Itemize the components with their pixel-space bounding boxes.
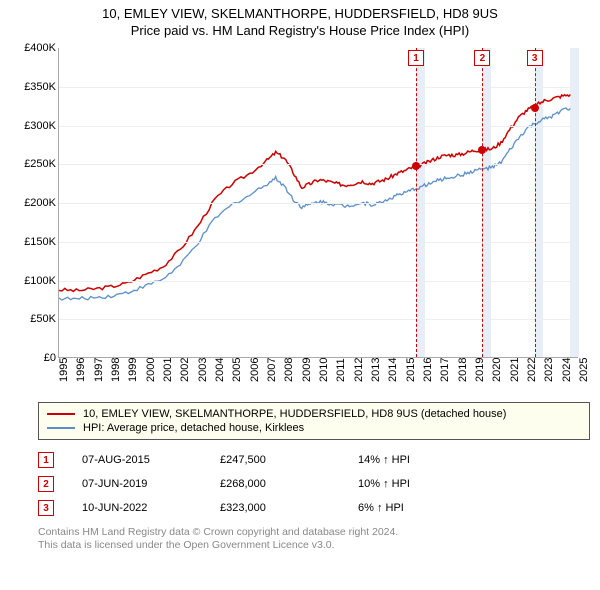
legend-label: HPI: Average price, detached house, Kirk…	[83, 422, 304, 434]
sale-row-delta: 10% ↑ HPI	[358, 478, 410, 490]
chart-title-block: 10, EMLEY VIEW, SKELMANTHORPE, HUDDERSFI…	[0, 0, 600, 38]
sale-row: 2 07-JUN-2019 £268,000 10% ↑ HPI	[38, 472, 590, 496]
sale-row-marker: 3	[38, 500, 54, 516]
sales-table: 1 07-AUG-2015 £247,500 14% ↑ HPI 2 07-JUN-201…	[38, 448, 590, 520]
sale-marker-dot	[478, 146, 486, 154]
chart-title-main: 10, EMLEY VIEW, SKELMANTHORPE, HUDDERSFI…	[0, 6, 600, 21]
sale-marker-line	[535, 48, 536, 357]
gridline-horizontal	[59, 126, 578, 127]
chart-area: 1 2 3 £0 £50K £100K £150K £200K £250K £300K £350K…	[10, 38, 590, 398]
y-axis-tick-label: £100K	[10, 275, 56, 287]
sale-marker-line	[416, 48, 417, 357]
sale-row-delta: 14% ↑ HPI	[358, 454, 410, 466]
sale-row-delta: 6% ↑ HPI	[358, 502, 404, 514]
gridline-horizontal	[59, 242, 578, 243]
up-arrow-icon: ↑	[377, 502, 383, 514]
x-axis-tick-label: 2025	[578, 358, 600, 382]
sale-marker-dot	[531, 104, 539, 112]
legend-row: 10, EMLEY VIEW, SKELMANTHORPE, HUDDERSFI…	[47, 407, 581, 421]
legend-label: 10, EMLEY VIEW, SKELMANTHORPE, HUDDERSFI…	[83, 408, 506, 420]
sale-marker-number: 1	[408, 50, 424, 66]
legend-box: 10, EMLEY VIEW, SKELMANTHORPE, HUDDERSFI…	[38, 402, 590, 440]
y-axis-tick-label: £0	[10, 352, 56, 364]
sale-row: 1 07-AUG-2015 £247,500 14% ↑ HPI	[38, 448, 590, 472]
up-arrow-icon: ↑	[383, 454, 389, 466]
sale-marker-number: 2	[474, 50, 490, 66]
gridline-horizontal	[59, 319, 578, 320]
y-axis-tick-label: £250K	[10, 158, 56, 170]
sale-row: 3 10-JUN-2022 £323,000 6% ↑ HPI	[38, 496, 590, 520]
footer-line: This data is licensed under the Open Gov…	[38, 539, 590, 552]
legend-swatch	[47, 427, 75, 429]
sale-row-price: £268,000	[220, 478, 330, 490]
sale-row-marker: 1	[38, 452, 54, 468]
gridline-horizontal	[59, 164, 578, 165]
sale-marker-dot	[412, 162, 420, 170]
legend-row: HPI: Average price, detached house, Kirk…	[47, 421, 581, 435]
series-line	[59, 95, 570, 292]
gridline-horizontal	[59, 87, 578, 88]
sale-row-date: 07-JUN-2019	[82, 478, 192, 490]
sale-row-marker: 2	[38, 476, 54, 492]
sale-row-date: 07-AUG-2015	[82, 454, 192, 466]
y-axis-tick-label: £400K	[10, 42, 56, 54]
sale-row-price: £323,000	[220, 502, 330, 514]
sale-marker-line	[482, 48, 483, 357]
y-axis-tick-label: £50K	[10, 313, 56, 325]
sale-marker-number: 3	[527, 50, 543, 66]
gridline-horizontal	[59, 281, 578, 282]
sale-row-date: 10-JUN-2022	[82, 502, 192, 514]
chart-title-sub: Price paid vs. HM Land Registry's House …	[0, 23, 600, 38]
y-axis-tick-label: £150K	[10, 236, 56, 248]
chart-plot: 1 2 3	[58, 48, 578, 358]
y-axis-tick-label: £300K	[10, 120, 56, 132]
gridline-horizontal	[59, 203, 578, 204]
series-line	[59, 108, 570, 300]
sale-row-price: £247,500	[220, 454, 330, 466]
footer-line: Contains HM Land Registry data © Crown c…	[38, 526, 590, 539]
y-axis-tick-label: £350K	[10, 81, 56, 93]
footer-attribution: Contains HM Land Registry data © Crown c…	[38, 526, 590, 552]
up-arrow-icon: ↑	[383, 478, 389, 490]
y-axis-tick-label: £200K	[10, 197, 56, 209]
legend-swatch	[47, 413, 75, 415]
